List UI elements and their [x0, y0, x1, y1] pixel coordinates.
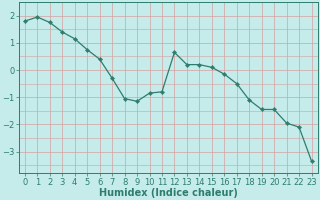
X-axis label: Humidex (Indice chaleur): Humidex (Indice chaleur) [99, 188, 238, 198]
